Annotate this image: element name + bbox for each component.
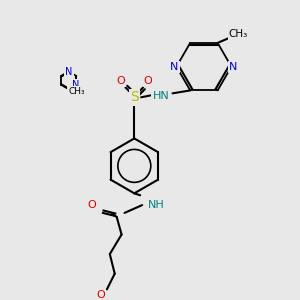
Text: O: O bbox=[116, 76, 125, 85]
Text: N: N bbox=[65, 67, 73, 77]
Text: CH₃: CH₃ bbox=[68, 87, 85, 96]
Text: N: N bbox=[229, 61, 238, 72]
Text: N: N bbox=[72, 80, 80, 90]
Text: O: O bbox=[88, 200, 97, 210]
Text: O: O bbox=[144, 76, 152, 85]
Text: O: O bbox=[97, 290, 105, 300]
Text: NH: NH bbox=[148, 200, 164, 210]
Text: S: S bbox=[130, 90, 139, 104]
Text: HN: HN bbox=[152, 91, 169, 101]
Text: CH₃: CH₃ bbox=[229, 29, 248, 39]
Text: N: N bbox=[170, 61, 179, 72]
